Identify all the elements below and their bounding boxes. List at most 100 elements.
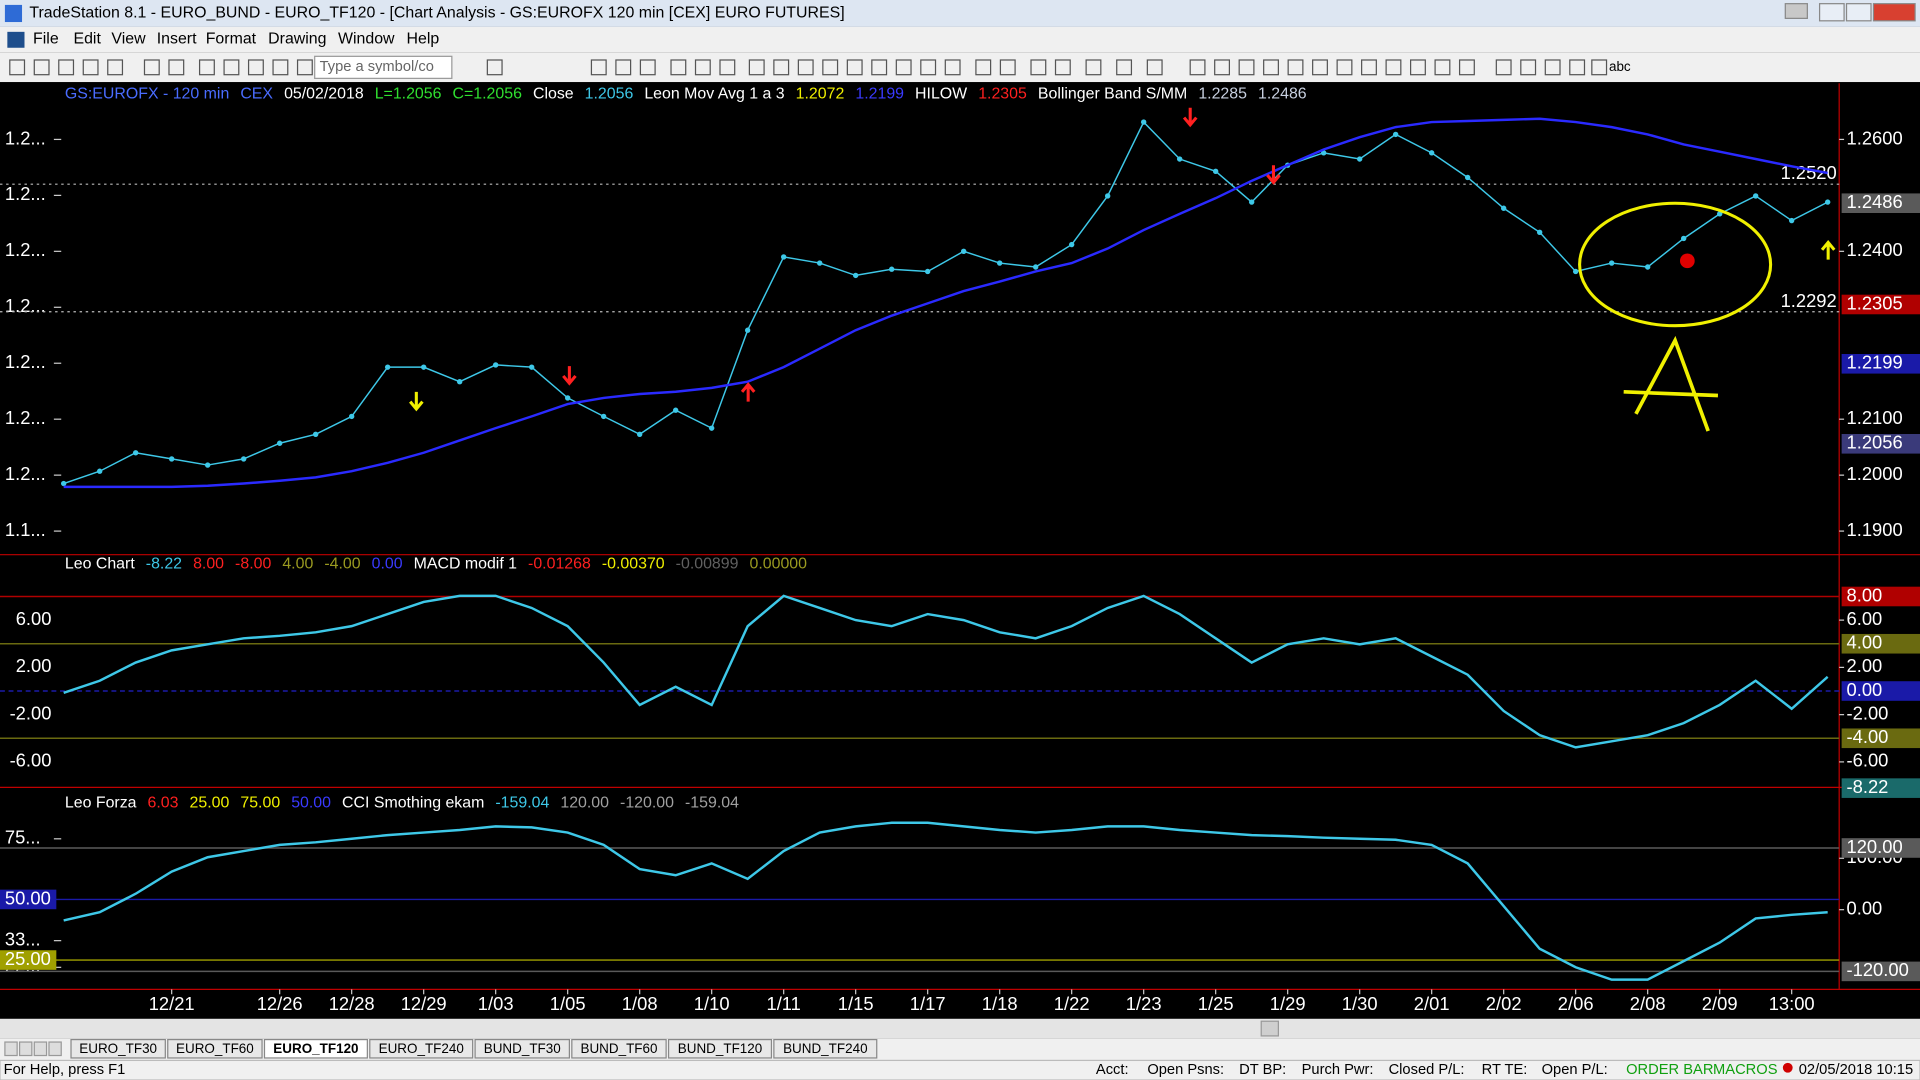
toolbar-button[interactable] [694,59,711,76]
toolbar-button[interactable] [895,59,912,76]
header-item: 8.00 [193,556,224,573]
tab-label[interactable]: EURO_TF120 [273,1041,358,1056]
toolbar-button[interactable] [975,59,992,76]
toolbar-button[interactable] [58,59,75,76]
order-bar[interactable]: ORDER BAR [1626,1062,1713,1078]
toolbar-button[interactable] [1263,59,1279,76]
menu-item[interactable]: Help [407,30,440,47]
toolbar-button[interactable] [486,59,503,76]
tab[interactable] [167,1038,263,1059]
tab[interactable] [667,1038,773,1059]
tab-label[interactable]: BUND_TF60 [580,1041,657,1056]
tab-nav[interactable] [18,1041,33,1057]
menu-item[interactable]: File [33,30,59,47]
menu-item[interactable]: Format [206,30,257,47]
tab-nav[interactable] [48,1041,62,1057]
minimize-button[interactable] [1818,3,1845,22]
toolbar-button[interactable] [590,59,607,76]
toolbar-button[interactable] [846,59,863,76]
toolbar-button[interactable] [223,59,240,76]
maximize-button[interactable] [1845,3,1872,22]
menu: File Edit View Insert Format Drawing Window Hel… [33,30,439,47]
x-tick-label: 1/10 [694,993,730,1014]
tab[interactable] [474,1038,571,1059]
toolbar-button[interactable] [1238,59,1255,76]
tab-label[interactable]: BUND_TF120 [678,1041,762,1056]
toolbar-button[interactable] [920,59,937,76]
toolbar-text-tool[interactable]: abc [1609,59,1631,74]
menu-item[interactable]: Window [338,30,395,47]
toolbar-button[interactable] [797,59,814,76]
toolbar-button[interactable] [1495,59,1512,76]
toolbar-button[interactable] [822,59,839,76]
toolbar-button[interactable] [296,59,313,76]
tab-nav[interactable] [33,1041,48,1057]
tab[interactable] [263,1038,368,1059]
tab[interactable] [70,1038,166,1059]
tab-label[interactable]: EURO_TF60 [176,1041,254,1056]
toolbar-button[interactable] [1569,59,1586,76]
toolbar-button[interactable] [143,59,160,76]
toolbar-button[interactable] [1544,59,1561,76]
toolbar-button[interactable] [1410,59,1426,76]
x-tick-label: 12/26 [257,993,303,1014]
toolbar-button[interactable] [999,59,1016,76]
window-buttons[interactable] [1784,3,1916,22]
header-item: 1.2486 [1258,85,1307,102]
toolbar-button[interactable] [1361,59,1377,76]
level-box [1841,193,1920,214]
series-dot [888,266,895,272]
toolbar-button[interactable] [1312,59,1328,76]
tab-label[interactable]: BUND_TF30 [484,1041,561,1056]
toolbar-button[interactable] [773,59,790,76]
toolbar-button[interactable] [1214,59,1230,76]
toolbar-button[interactable] [1458,59,1475,76]
tab[interactable] [773,1038,878,1059]
toolbar-button[interactable] [1085,59,1102,76]
tab-nav[interactable] [4,1041,18,1057]
symbol-input[interactable] [314,55,453,79]
toolbar-button[interactable] [944,59,961,76]
toolbar-button[interactable] [1189,59,1206,76]
tab-label[interactable]: EURO_TF30 [79,1041,157,1056]
toolbar-button[interactable] [198,59,215,76]
toolbar-button[interactable] [1591,59,1608,76]
toolbar-button[interactable] [1146,59,1163,76]
toolbar-button[interactable] [1385,59,1402,76]
toolbar-button[interactable] [1030,59,1047,76]
series-dot [96,468,103,474]
toolbar-button[interactable] [107,59,124,76]
close-button[interactable] [1872,3,1916,22]
macros[interactable]: MACROS [1713,1062,1778,1078]
toolbar-button[interactable] [1434,59,1451,76]
tab[interactable] [571,1038,667,1059]
tab-label[interactable]: EURO_TF240 [379,1041,464,1056]
tab[interactable] [369,1038,474,1059]
toolbar-button[interactable] [719,59,736,76]
toolbar-button[interactable] [639,59,656,76]
toolbar-button[interactable] [615,59,632,76]
menu-item[interactable]: Edit [73,30,101,47]
menu-item[interactable]: Insert [157,30,197,47]
toolbar-button[interactable] [871,59,888,76]
toolbar-button[interactable] [33,59,50,76]
tab-label[interactable]: BUND_TF240 [783,1041,867,1056]
scrollbar[interactable] [0,1018,1920,1039]
toolbar-button[interactable] [168,59,185,76]
scroll-thumb[interactable] [1260,1020,1279,1037]
toolbar-button[interactable] [247,59,264,76]
toolbar-button[interactable] [1336,59,1353,76]
toolbar-button[interactable] [1054,59,1071,76]
toolbar-button[interactable] [748,59,765,76]
toolbar-button[interactable] [1520,59,1537,76]
menu-item[interactable]: Drawing [268,30,326,47]
toolbar-button[interactable] [272,59,289,76]
toolbar-button[interactable] [82,59,99,76]
header-item: 05/02/2018 [284,85,364,102]
menu-item[interactable]: View [111,30,146,47]
toolbar-button[interactable] [1116,59,1133,76]
toolbar-button[interactable] [670,59,687,76]
mini-button[interactable] [1784,3,1808,19]
toolbar-button[interactable] [9,59,26,76]
toolbar-button[interactable] [1287,59,1304,76]
